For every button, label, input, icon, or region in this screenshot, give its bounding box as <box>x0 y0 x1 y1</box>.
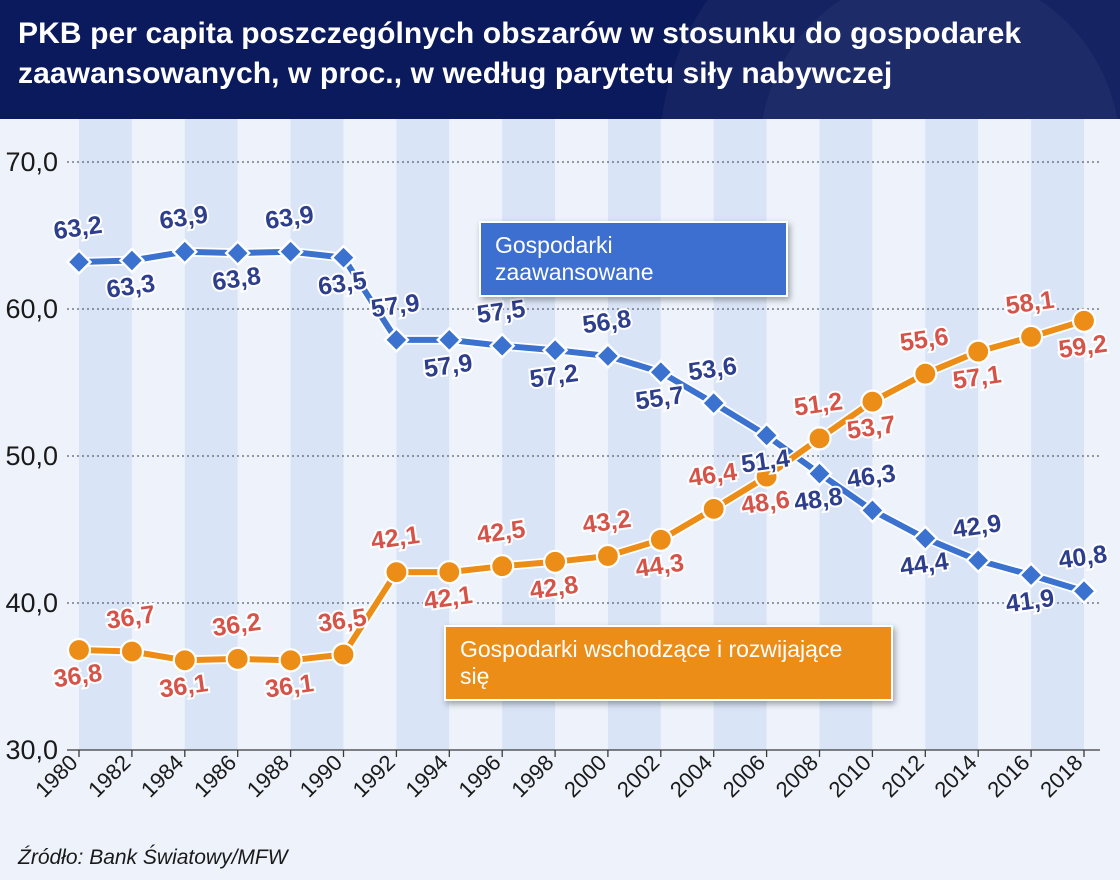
svg-text:2002: 2002 <box>612 750 664 802</box>
svg-text:1982: 1982 <box>83 750 135 802</box>
svg-text:1984: 1984 <box>136 750 188 802</box>
svg-text:1996: 1996 <box>453 750 505 802</box>
svg-text:60,0: 60,0 <box>5 294 58 324</box>
svg-text:1998: 1998 <box>506 750 558 802</box>
svg-text:1992: 1992 <box>348 750 400 802</box>
svg-text:1994: 1994 <box>401 750 453 802</box>
svg-text:2014: 2014 <box>929 750 981 802</box>
svg-text:2004: 2004 <box>665 750 717 802</box>
svg-text:1988: 1988 <box>242 750 294 802</box>
svg-text:40,0: 40,0 <box>5 588 58 618</box>
svg-text:2000: 2000 <box>559 750 611 802</box>
svg-text:2016: 2016 <box>982 750 1034 802</box>
svg-text:30,0: 30,0 <box>5 735 58 765</box>
svg-text:2008: 2008 <box>771 750 823 802</box>
svg-text:70,0: 70,0 <box>5 147 58 177</box>
svg-text:2012: 2012 <box>877 750 929 802</box>
svg-text:2010: 2010 <box>824 750 876 802</box>
svg-text:50,0: 50,0 <box>5 441 58 471</box>
svg-text:2018: 2018 <box>1035 750 1087 802</box>
svg-text:2006: 2006 <box>718 750 770 802</box>
svg-text:1990: 1990 <box>295 750 347 802</box>
svg-text:1986: 1986 <box>189 750 241 802</box>
